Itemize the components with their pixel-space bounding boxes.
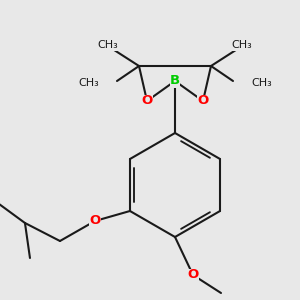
Text: CH₃: CH₃	[98, 40, 118, 50]
Text: O: O	[89, 214, 100, 227]
Text: O: O	[197, 94, 208, 107]
Text: CH₃: CH₃	[232, 40, 252, 50]
Text: B: B	[170, 74, 180, 88]
Text: CH₃: CH₃	[78, 78, 99, 88]
Text: O: O	[188, 268, 199, 281]
Text: O: O	[141, 94, 153, 107]
Text: CH₃: CH₃	[251, 78, 272, 88]
